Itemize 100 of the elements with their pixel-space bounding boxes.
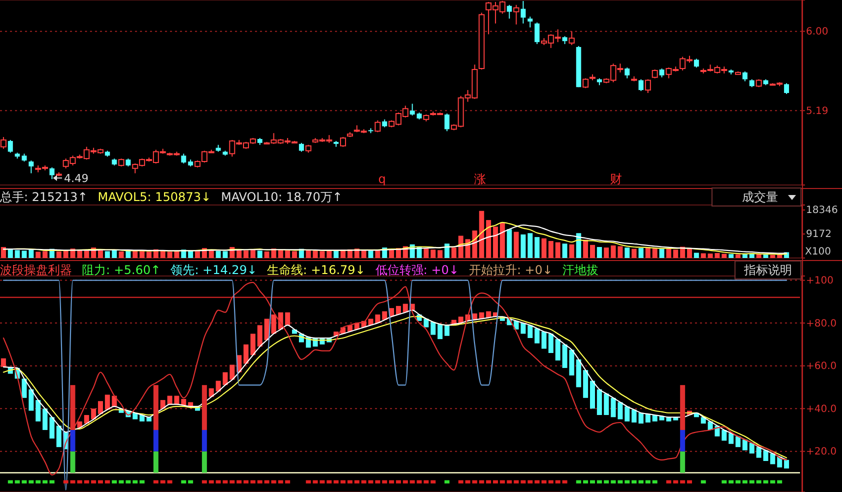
candlestick [520, 0, 526, 24]
bar [749, 442, 754, 454]
bar [590, 380, 595, 409]
bar [334, 480, 339, 484]
bar [132, 412, 138, 420]
bar [444, 480, 450, 484]
bar [514, 232, 519, 258]
bar [520, 234, 526, 258]
text: 总手: 215213↑ [0, 190, 88, 204]
y-tick-label: +100 [806, 275, 834, 286]
bar [486, 220, 492, 258]
chart-title: 成交量 [742, 190, 778, 204]
bar [632, 480, 637, 484]
bar [604, 248, 609, 258]
bar [492, 226, 498, 258]
bar [680, 385, 686, 430]
bar [576, 480, 582, 484]
candlestick [410, 103, 415, 116]
bar [8, 480, 13, 484]
bar [438, 324, 443, 340]
bar [700, 253, 706, 258]
bar [250, 480, 256, 484]
bar [0, 358, 6, 367]
bar [756, 447, 762, 458]
bar [112, 480, 117, 484]
bar [569, 244, 574, 258]
bar [700, 480, 706, 484]
bar [118, 251, 124, 258]
bar [208, 388, 214, 397]
bar [652, 248, 658, 258]
bar [528, 233, 533, 258]
bar [604, 480, 609, 484]
bar [430, 250, 436, 258]
chart-title: 指标说明 [743, 263, 792, 278]
bar [736, 480, 741, 484]
candlestick [374, 120, 381, 133]
bar [347, 480, 352, 484]
bar [375, 250, 380, 258]
bar [506, 480, 512, 484]
text: X100 [805, 246, 831, 258]
bar [438, 250, 443, 258]
bar [548, 334, 554, 353]
bar [244, 250, 249, 258]
bar [153, 430, 158, 452]
bar [624, 406, 630, 422]
bar [576, 359, 582, 388]
bar [0, 247, 6, 258]
bar [728, 433, 734, 444]
annotation: 波段操盘利器 [0, 263, 72, 278]
candlestick [638, 78, 644, 92]
bar [382, 480, 388, 484]
bar [756, 480, 762, 484]
bar [604, 394, 609, 416]
bar [70, 430, 76, 452]
bar [70, 451, 76, 473]
bar [638, 412, 644, 424]
bar [624, 248, 630, 258]
candlestick [528, 16, 533, 28]
bar [368, 480, 374, 484]
bar [590, 480, 595, 484]
bar [728, 480, 734, 484]
bar [722, 430, 727, 441]
bar [285, 312, 290, 326]
bar [368, 250, 374, 258]
bar [777, 480, 782, 484]
bar [424, 248, 429, 258]
bar [104, 251, 110, 258]
candlestick [568, 30, 575, 46]
bar [583, 480, 588, 484]
bar [375, 480, 380, 484]
bar [687, 248, 692, 258]
bar [458, 316, 464, 324]
bar [736, 254, 741, 258]
annotation: 低位转强: +0↓ [375, 263, 459, 278]
bar [722, 480, 727, 484]
bar [770, 254, 776, 258]
bar [250, 250, 256, 258]
bar [479, 210, 484, 258]
bar [500, 222, 505, 258]
bar [140, 480, 145, 484]
bar [458, 480, 464, 484]
bar [91, 408, 96, 420]
bar [382, 311, 388, 320]
bar [28, 389, 34, 411]
candlestick [181, 153, 186, 164]
bar [36, 480, 41, 484]
bar [500, 480, 505, 484]
bar [396, 306, 401, 314]
bar [244, 344, 249, 364]
bar [42, 408, 48, 430]
bar [257, 480, 262, 484]
bar [84, 250, 90, 258]
candlestick [644, 78, 651, 94]
y-tick-label: 9172 [806, 229, 832, 240]
bar [728, 254, 734, 258]
bar [736, 436, 741, 448]
bar [334, 250, 339, 258]
bar [132, 480, 138, 484]
bar [375, 314, 380, 324]
bar [430, 480, 436, 484]
